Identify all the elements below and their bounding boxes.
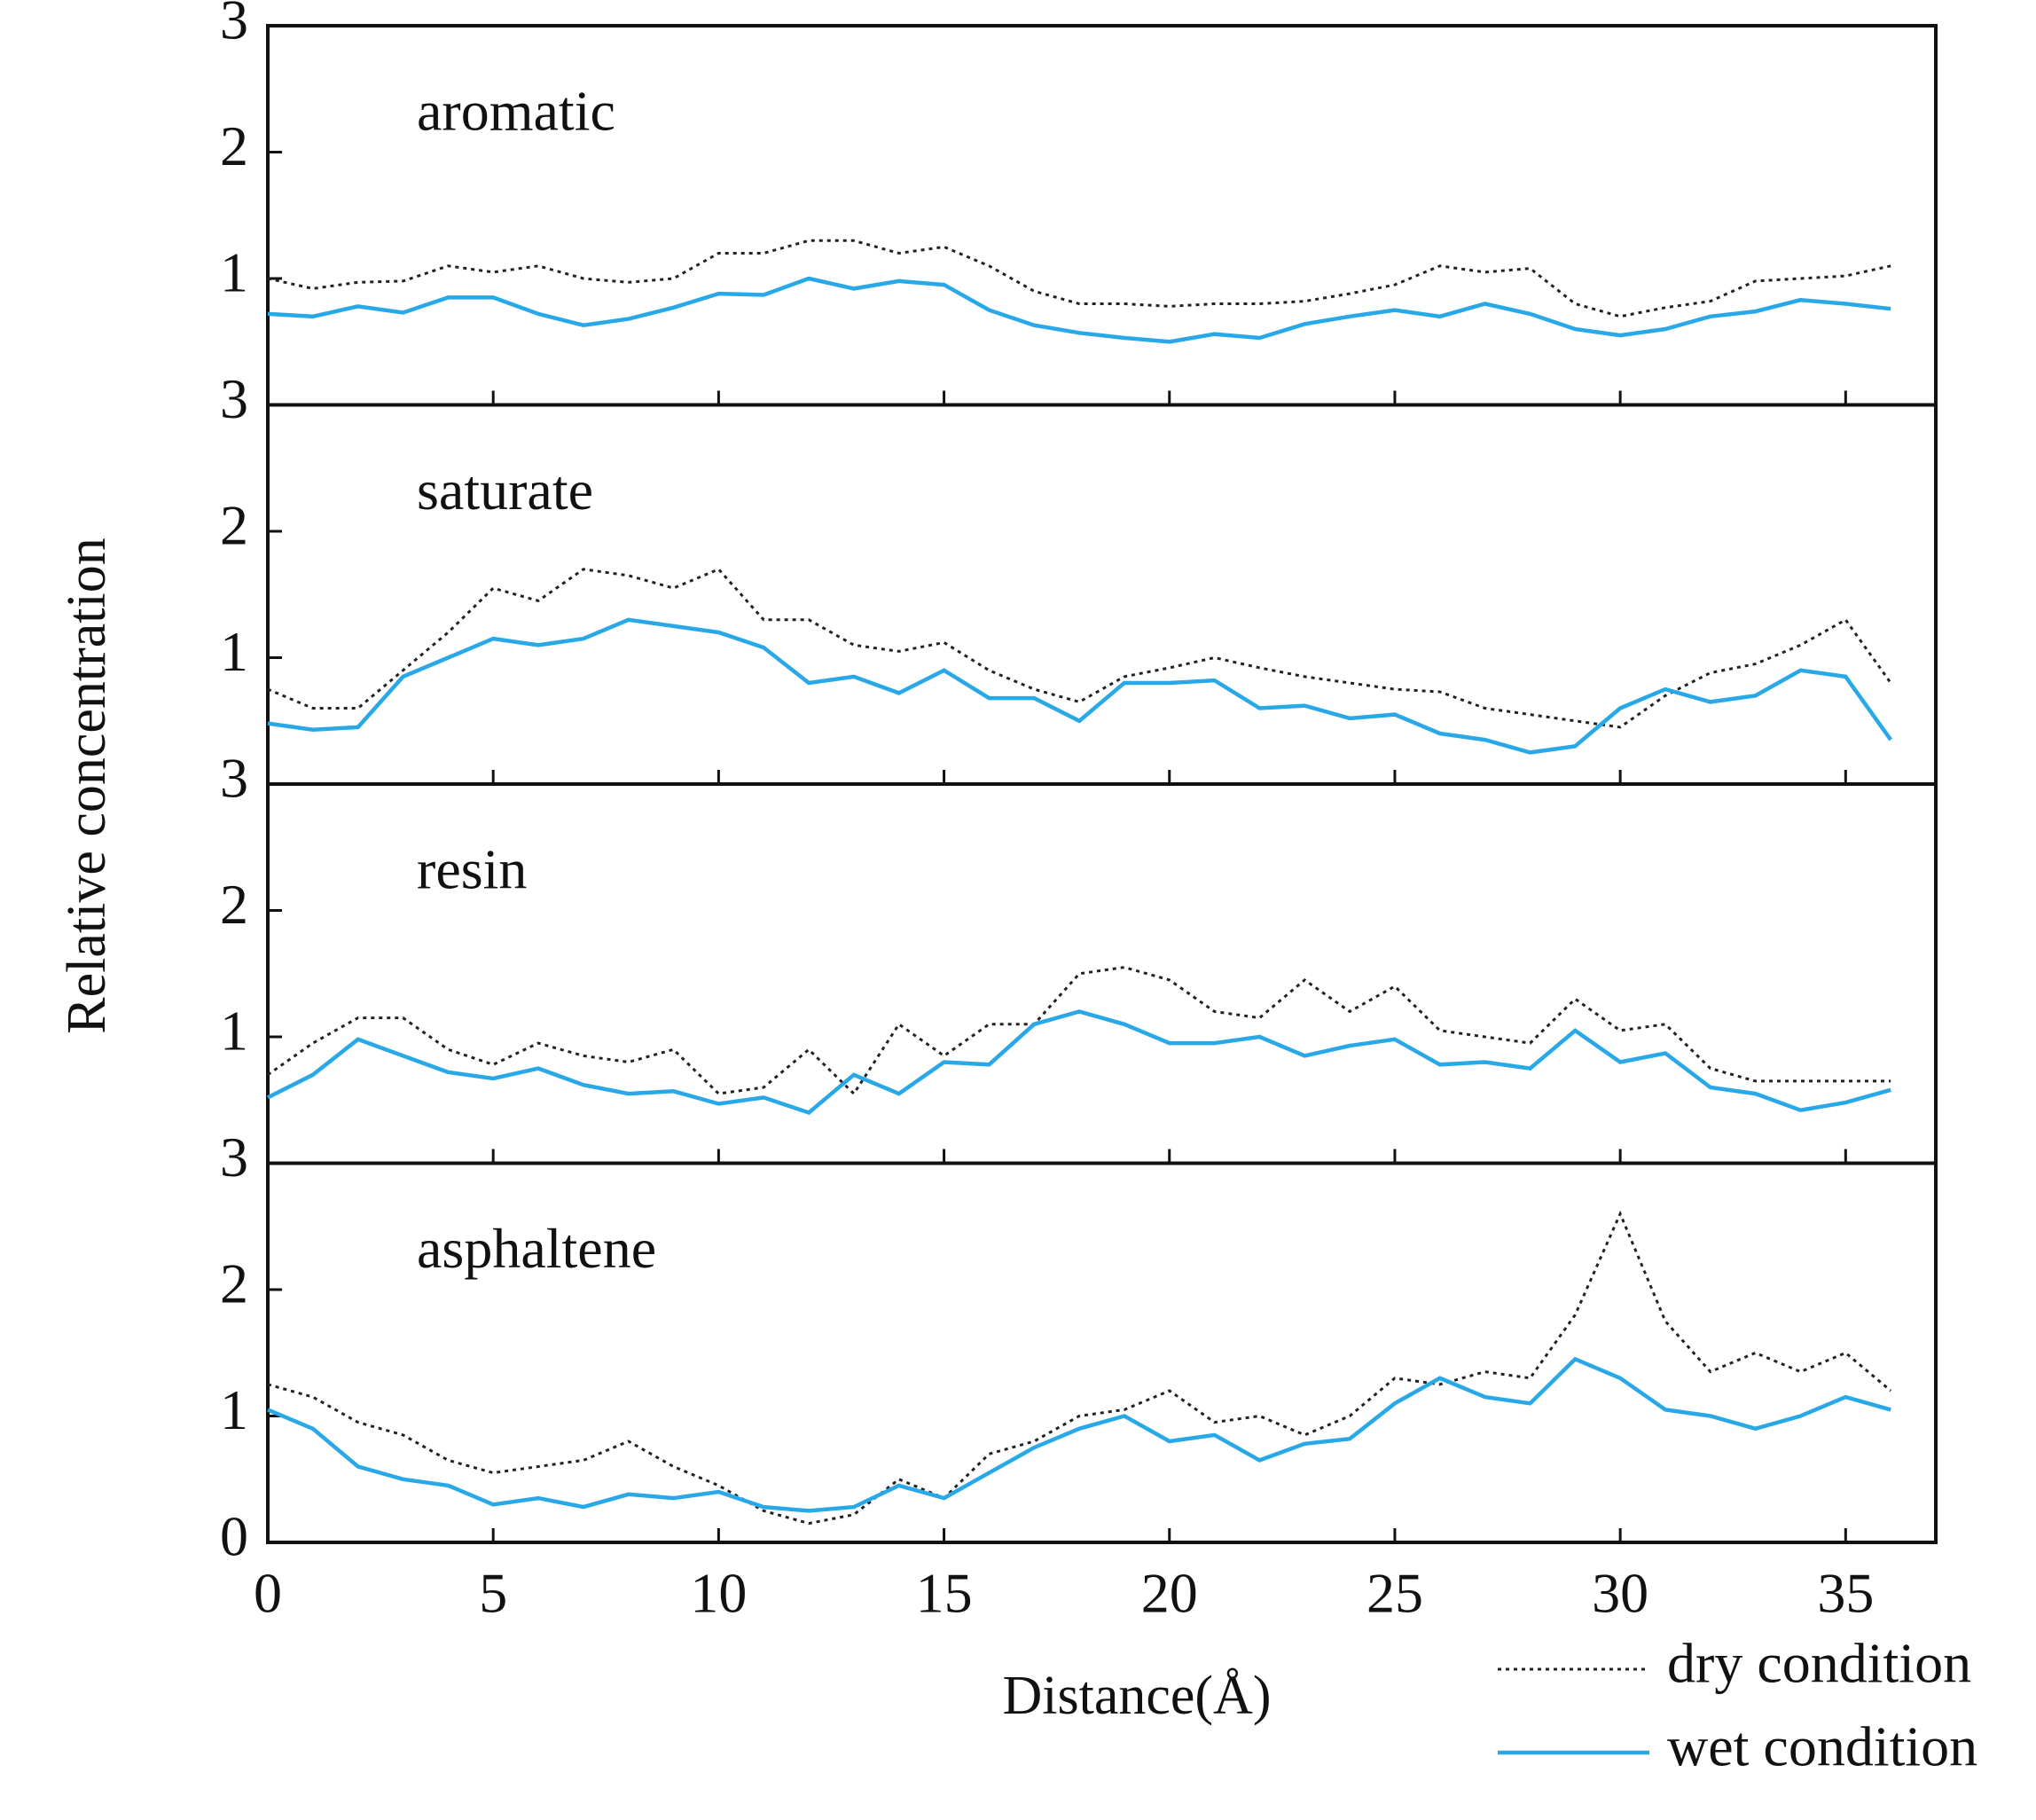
x-tick-label: 5: [479, 1562, 507, 1625]
series-line: [267, 1356, 1891, 1513]
series-line: [267, 568, 1892, 729]
y-tick-label: 0: [220, 1505, 248, 1568]
x-tick-label: 0: [254, 1562, 282, 1625]
x-tick-label: 35: [1817, 1562, 1874, 1625]
y-tick-label: 3: [220, 747, 248, 810]
series-line: [267, 617, 1893, 755]
y-tick-label: 2: [220, 1252, 248, 1315]
series-line: [267, 239, 1891, 318]
legend-label: dry condition: [1667, 1632, 1971, 1695]
x-tick-label: 15: [916, 1562, 973, 1625]
series-line: [267, 966, 1891, 1096]
y-tick-label: 1: [220, 620, 248, 683]
y-axis-label: Relative concentration: [57, 537, 117, 1033]
y-tick-label: 3: [220, 367, 248, 430]
legend-label: wet condition: [1667, 1715, 1977, 1778]
y-tick-label: 1: [220, 1000, 248, 1063]
y-tick-label: 2: [220, 114, 248, 177]
plot-frame: [266, 1161, 1938, 1544]
y-tick-label: 3: [220, 0, 248, 51]
y-tick-label: 3: [220, 1126, 248, 1188]
panel-label: asphaltene: [417, 1217, 656, 1280]
y-tick-label: 1: [220, 241, 248, 304]
panel-label: resin: [417, 838, 527, 901]
x-tick-label: 25: [1366, 1562, 1423, 1625]
series-line: [267, 1210, 1892, 1526]
panel-label: saturate: [417, 459, 593, 522]
y-tick-label: 2: [220, 494, 248, 557]
panel-label: aromatic: [417, 80, 615, 143]
series-line: [267, 276, 1891, 344]
x-axis-label: Distance(Å): [1003, 1666, 1272, 1726]
x-tick-label: 30: [1592, 1562, 1648, 1625]
series-line: [266, 1009, 1891, 1116]
x-tick-label: 10: [690, 1562, 747, 1625]
y-tick-label: 1: [220, 1378, 248, 1441]
x-tick-label: 20: [1141, 1562, 1198, 1625]
y-tick-label: 2: [220, 873, 248, 936]
